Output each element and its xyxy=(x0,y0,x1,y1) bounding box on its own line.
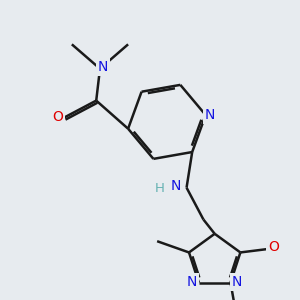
Text: O: O xyxy=(268,240,279,254)
Text: N: N xyxy=(187,275,197,289)
Text: N: N xyxy=(205,108,215,122)
Text: H: H xyxy=(154,182,164,195)
Text: N: N xyxy=(98,60,108,74)
Text: N: N xyxy=(232,275,242,289)
Text: O: O xyxy=(52,110,63,124)
Text: N: N xyxy=(171,179,181,193)
